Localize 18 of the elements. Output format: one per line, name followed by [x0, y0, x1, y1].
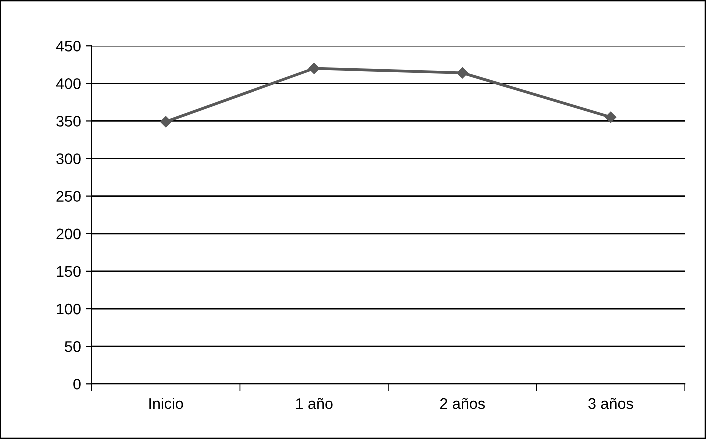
x-tick-label: 1 año	[296, 398, 333, 410]
point	[457, 68, 468, 79]
y-tick-label: 250	[56, 191, 81, 202]
x-tick-label: Inicio	[150, 398, 184, 410]
y-tick-label: 0	[74, 378, 81, 390]
y-tick-label: 150	[57, 266, 81, 278]
y-tick-label: 100	[57, 304, 81, 315]
y-tick-label: 200	[56, 228, 81, 240]
point	[160, 116, 172, 128]
y-tick-label: 300	[56, 154, 81, 164]
y-tick-label: 50	[65, 341, 81, 352]
point	[605, 112, 617, 124]
y-tick-label: 450	[56, 40, 81, 52]
x-tick-label: 3 años	[588, 398, 634, 410]
x-tick-label: 2 años	[440, 398, 486, 410]
y-tick-label: 400	[56, 78, 81, 90]
point	[308, 63, 320, 74]
y-tick-label: 350	[56, 116, 81, 127]
